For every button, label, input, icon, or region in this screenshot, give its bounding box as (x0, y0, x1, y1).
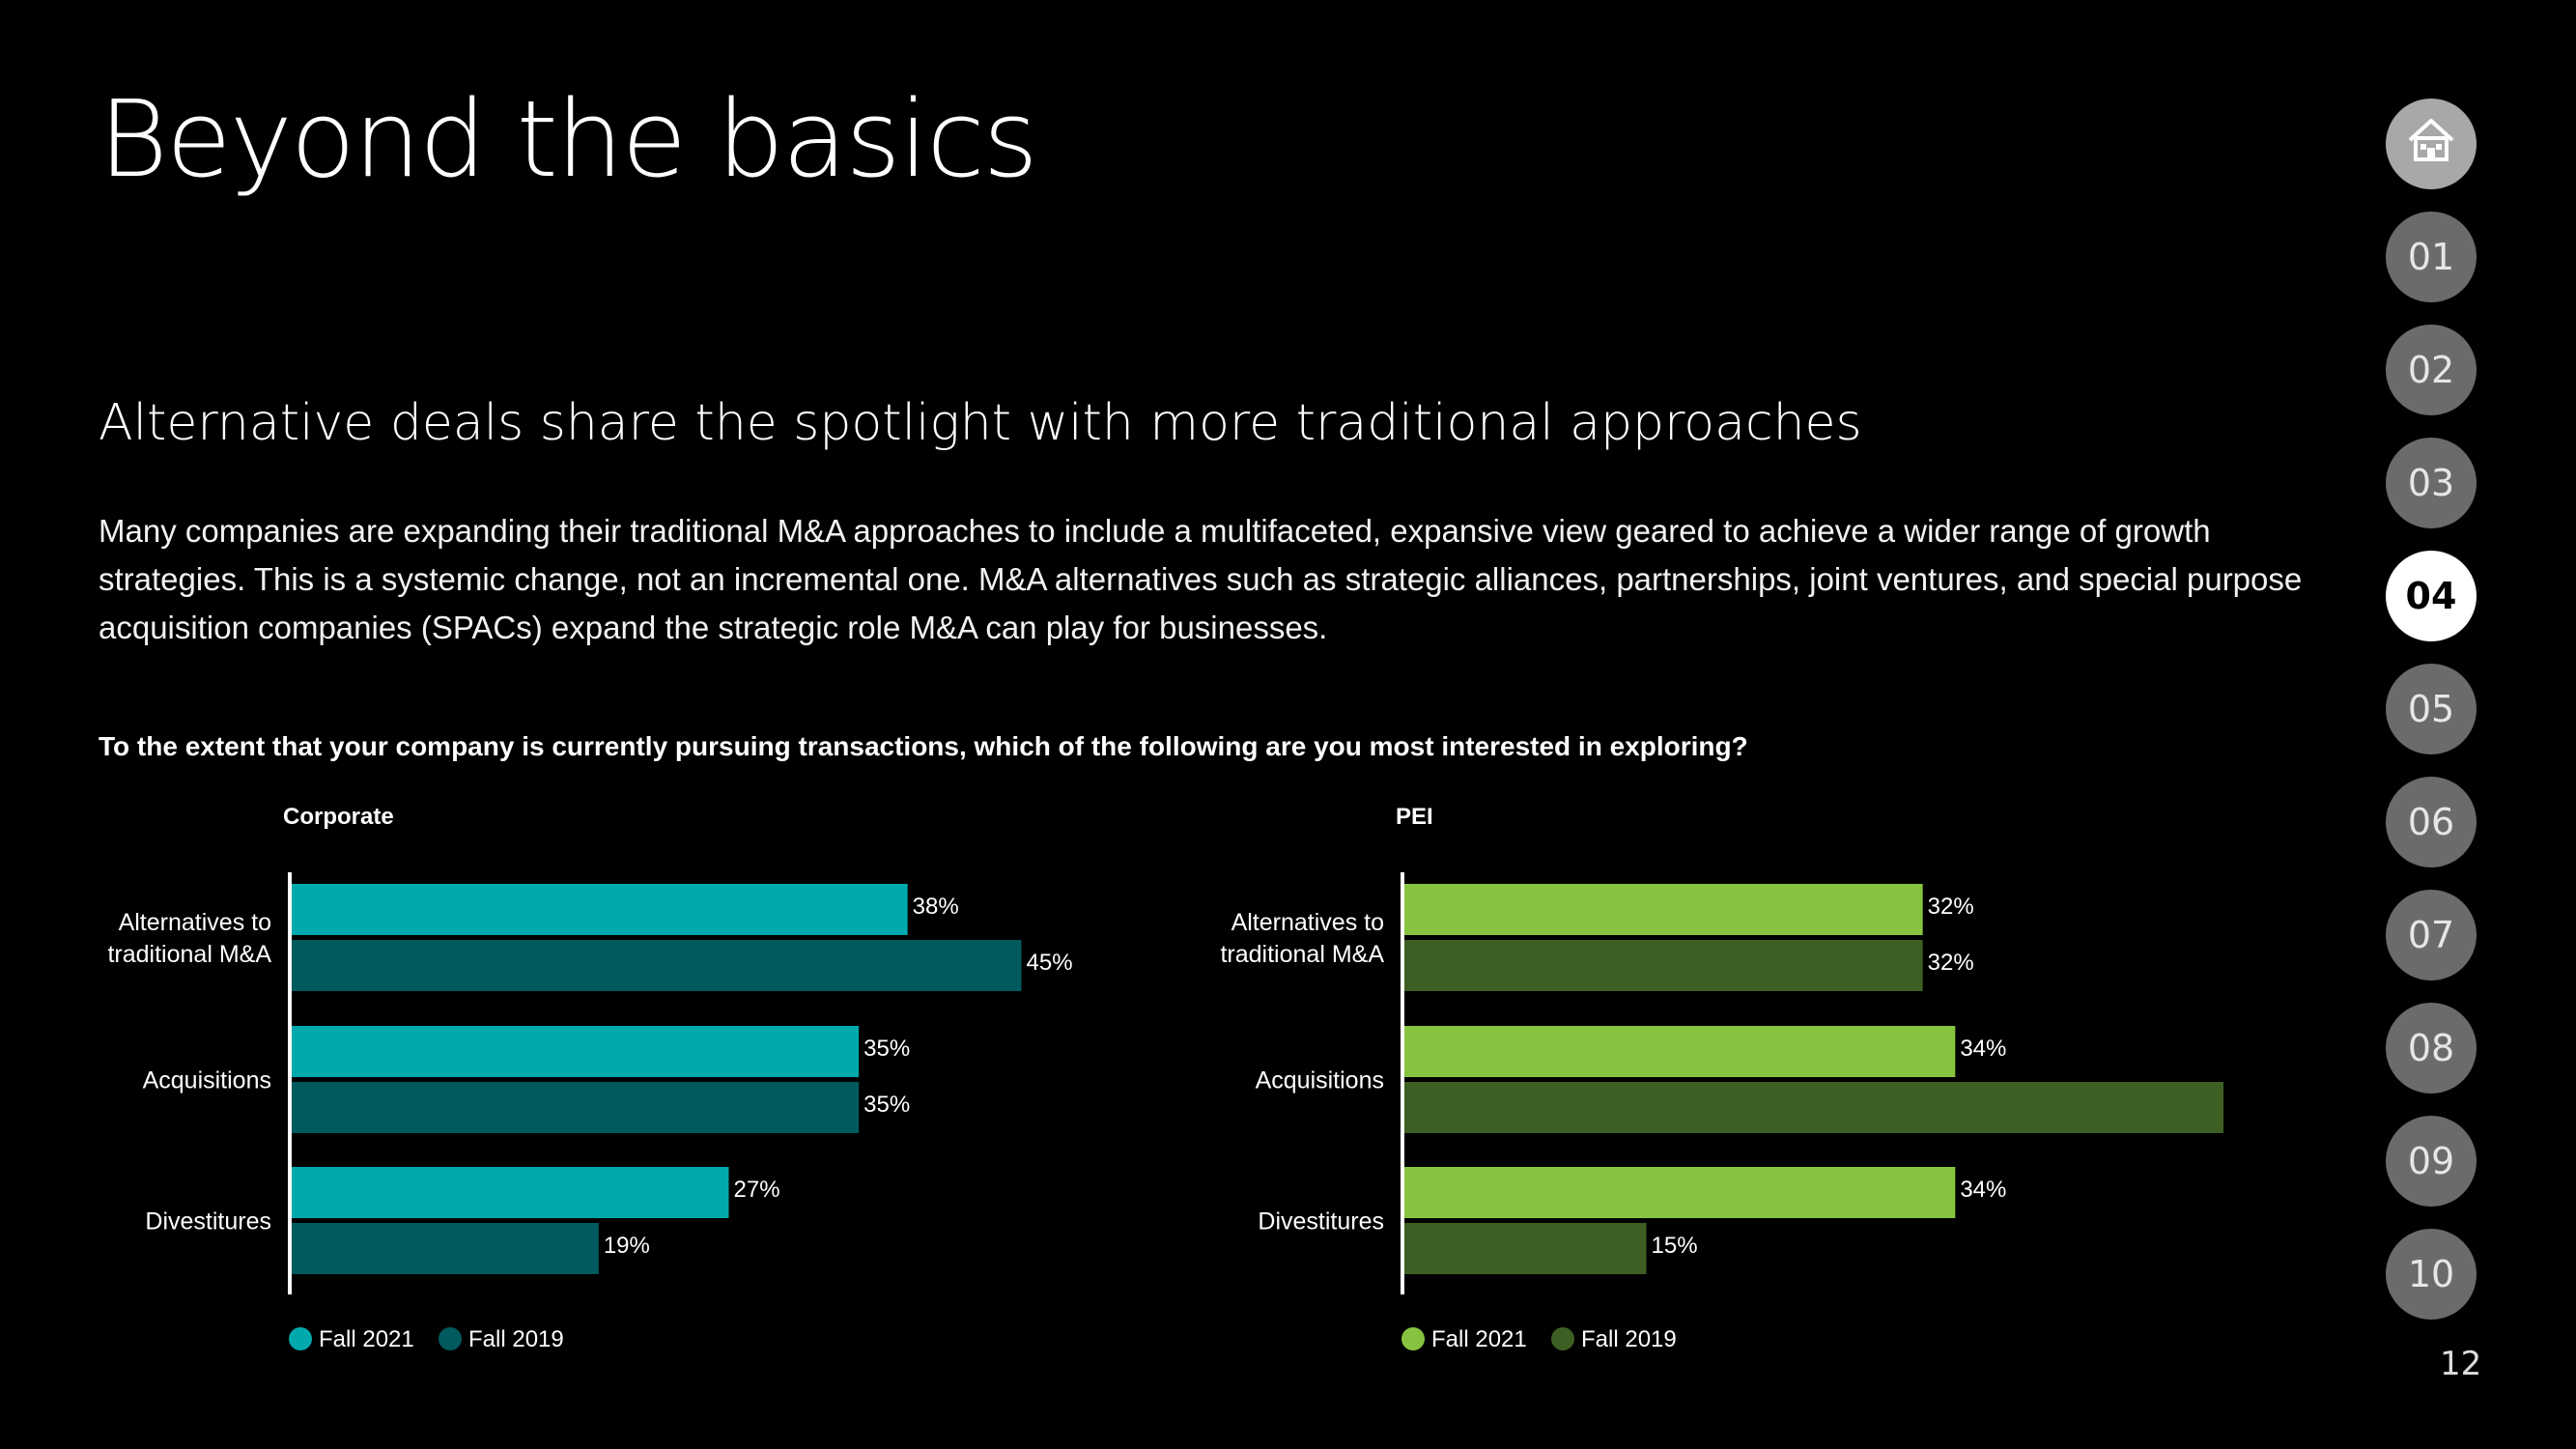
corporate-bar-1-1 (290, 1082, 860, 1133)
nav-section-01[interactable]: 01 (2386, 212, 2477, 302)
nav-section-10[interactable]: 10 (2386, 1229, 2477, 1320)
pei-legend-swatch-0 (1401, 1327, 1425, 1350)
nav-section-03[interactable]: 03 (2386, 438, 2477, 528)
pei-bar-2-1 (1402, 1223, 1647, 1274)
pei-data-label: 34% (1960, 1177, 2006, 1203)
survey-question: To the extent that your company is curre… (99, 731, 1748, 761)
nav-section-09[interactable]: 09 (2386, 1116, 2477, 1207)
pei-legend-label-0: Fall 2021 (1431, 1326, 1527, 1352)
corporate-data-label: 35% (863, 1036, 910, 1062)
home-button[interactable] (2386, 99, 2477, 189)
corporate-data-label: 27% (734, 1177, 780, 1203)
corporate-bar-0-1 (290, 940, 1022, 991)
section-nav: 01 02 03 04 05 06 07 08 09 10 (2386, 99, 2477, 1342)
corporate-category-label: Divestitures (145, 1208, 271, 1236)
corporate-bar-1-0 (290, 1026, 860, 1077)
corporate-chart-svg: Corporate 38% 45% Alternatives to traditiona… (107, 804, 1073, 1352)
corporate-data-label: 19% (604, 1233, 650, 1259)
pei-category-label: Acquisitions (1256, 1067, 1384, 1094)
nav-section-08[interactable]: 08 (2386, 1003, 2477, 1094)
pei-legend-label-1: Fall 2019 (1581, 1326, 1677, 1352)
pei-chart-svg: PEI 32% 32% Alternatives to traditional M&A 3… (1220, 804, 2223, 1352)
nav-section-05[interactable]: 05 (2386, 664, 2477, 754)
corporate-bar-2-0 (290, 1167, 729, 1218)
page-number: 12 (2440, 1345, 2482, 1383)
page-title: Beyond the basics (99, 77, 1038, 201)
corporate-category-label: Acquisitions (143, 1067, 271, 1094)
pei-chart: PEI 32% 32% Alternatives to traditional M&A 3… (1113, 792, 2223, 1372)
intro-paragraph: Many companies are expanding their tradi… (99, 513, 2303, 645)
pei-bar-0-1 (1402, 940, 1923, 991)
section-subtitle: Alternative deals share the spotlight wi… (99, 394, 1862, 452)
corporate-category-label: Alternatives to traditional M&A (107, 909, 271, 968)
pei-category-label: Alternatives to traditional M&A (1220, 909, 1384, 968)
corporate-chart-title: Corporate (283, 804, 394, 830)
corporate-legend-swatch-0 (289, 1327, 312, 1350)
corporate-legend-swatch-1 (439, 1327, 462, 1350)
corporate-legend-label-1: Fall 2019 (468, 1326, 564, 1352)
pei-chart-title: PEI (1396, 804, 1433, 830)
pei-data-label: 32% (1928, 894, 1974, 920)
nav-section-02[interactable]: 02 (2386, 325, 2477, 415)
nav-section-04[interactable]: 04 (2386, 551, 2477, 641)
pei-bar-0-0 (1402, 884, 1923, 935)
corporate-bar-2-1 (290, 1223, 599, 1274)
nav-section-06[interactable]: 06 (2386, 777, 2477, 867)
corporate-data-label: 38% (913, 894, 959, 920)
pei-legend-swatch-1 (1551, 1327, 1574, 1350)
home-icon (2404, 113, 2458, 176)
pei-data-label: 15% (1652, 1233, 1698, 1259)
corporate-bar-0-0 (290, 884, 908, 935)
pei-data-label: 32% (1928, 950, 1974, 976)
pei-category-label: Divestitures (1258, 1208, 1384, 1236)
corporate-data-label: 45% (1027, 950, 1073, 976)
nav-section-07[interactable]: 07 (2386, 890, 2477, 980)
pei-bar-2-0 (1402, 1167, 1956, 1218)
corporate-chart: Corporate 38% 45% Alternatives to traditiona… (0, 792, 1111, 1372)
pei-bar-1-1 (1402, 1082, 2223, 1133)
pei-data-label: 34% (1960, 1036, 2006, 1062)
corporate-data-label: 35% (863, 1092, 910, 1118)
pei-bar-1-0 (1402, 1026, 1956, 1077)
corporate-legend-label-0: Fall 2021 (319, 1326, 414, 1352)
